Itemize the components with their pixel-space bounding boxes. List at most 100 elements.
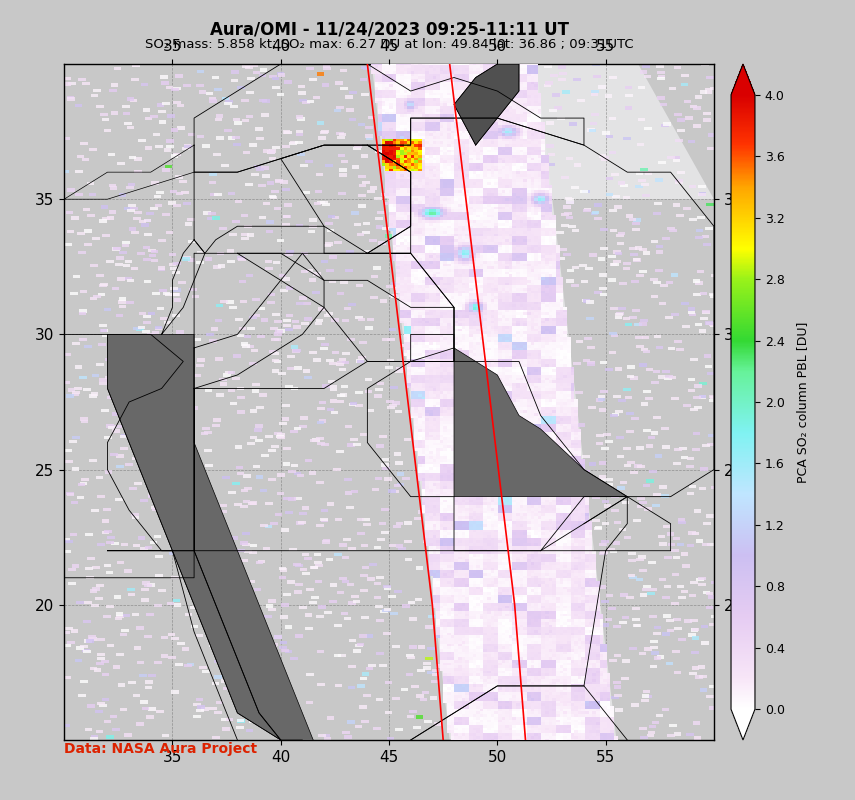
Bar	[613, 395, 621, 398]
Bar	[316, 437, 324, 440]
Bar	[209, 542, 217, 546]
Bar	[236, 588, 244, 591]
Bar	[289, 547, 297, 550]
Bar	[184, 145, 192, 148]
Bar	[633, 228, 640, 231]
Bar	[209, 181, 216, 184]
Bar	[179, 281, 186, 284]
Bar	[639, 727, 646, 730]
Bar	[185, 664, 192, 667]
Bar	[258, 713, 265, 716]
Bar	[588, 406, 596, 409]
Bar	[678, 518, 685, 522]
Bar	[317, 337, 325, 340]
Bar	[377, 210, 385, 214]
Bar	[220, 510, 227, 514]
Bar	[162, 334, 169, 337]
Bar	[251, 349, 258, 353]
Bar	[622, 196, 630, 199]
Bar	[636, 558, 644, 562]
Bar	[91, 264, 97, 267]
Bar	[379, 664, 386, 667]
Bar	[317, 72, 324, 75]
Bar	[114, 595, 121, 598]
Bar	[199, 666, 207, 670]
Bar	[624, 106, 632, 110]
Bar	[297, 302, 304, 305]
Bar	[316, 481, 323, 484]
Bar	[706, 322, 714, 326]
Bar	[374, 596, 381, 599]
Bar	[155, 327, 162, 330]
Bar	[122, 112, 130, 115]
Bar	[674, 670, 681, 674]
Bar	[687, 457, 694, 461]
Bar	[303, 370, 310, 373]
Bar	[628, 558, 636, 562]
Bar	[600, 551, 608, 554]
Bar	[596, 442, 604, 445]
Bar	[610, 262, 617, 266]
Bar	[573, 78, 581, 82]
Bar	[67, 492, 74, 495]
Bar	[653, 281, 661, 284]
Bar	[127, 209, 135, 212]
Bar	[181, 499, 189, 502]
Bar	[102, 519, 109, 522]
Bar	[701, 63, 709, 66]
Bar	[377, 538, 385, 542]
Bar	[592, 210, 599, 214]
Bar	[263, 721, 271, 724]
Bar	[623, 446, 631, 450]
Bar	[363, 523, 370, 526]
Bar	[634, 624, 641, 627]
Bar	[214, 193, 221, 196]
Bar	[218, 615, 225, 618]
Bar	[154, 535, 161, 538]
Bar	[99, 324, 107, 327]
Bar	[274, 671, 282, 674]
Bar	[349, 302, 356, 306]
Bar	[221, 300, 228, 303]
Bar	[357, 360, 364, 363]
Bar	[75, 193, 83, 196]
Bar	[693, 432, 700, 435]
Bar	[642, 65, 650, 68]
Bar	[171, 690, 179, 694]
Bar	[72, 393, 80, 396]
Polygon shape	[372, 64, 616, 740]
Bar	[76, 646, 84, 650]
Bar	[166, 145, 174, 148]
Bar	[261, 166, 268, 170]
Bar	[656, 178, 663, 182]
Bar	[175, 408, 183, 411]
Bar	[650, 640, 657, 643]
Bar	[395, 410, 402, 413]
Bar	[198, 358, 204, 362]
Bar	[566, 198, 574, 201]
Bar	[227, 260, 235, 263]
Bar	[690, 581, 698, 584]
Bar	[256, 619, 264, 622]
Bar	[310, 438, 318, 442]
Bar	[400, 344, 408, 347]
Bar	[224, 102, 232, 105]
Bar	[632, 417, 639, 420]
Bar	[614, 521, 622, 524]
Bar	[678, 596, 686, 599]
Bar	[269, 646, 277, 649]
Bar	[140, 700, 148, 703]
Bar	[151, 375, 159, 378]
Bar	[706, 514, 714, 518]
Bar	[260, 68, 267, 71]
Bar	[605, 439, 613, 443]
Bar	[78, 250, 86, 254]
Bar	[80, 482, 87, 486]
Bar	[216, 563, 223, 566]
Bar	[184, 84, 191, 87]
Bar	[156, 353, 163, 356]
Bar	[584, 337, 592, 340]
Bar	[305, 627, 313, 630]
Bar	[355, 725, 363, 728]
Bar	[339, 174, 347, 177]
